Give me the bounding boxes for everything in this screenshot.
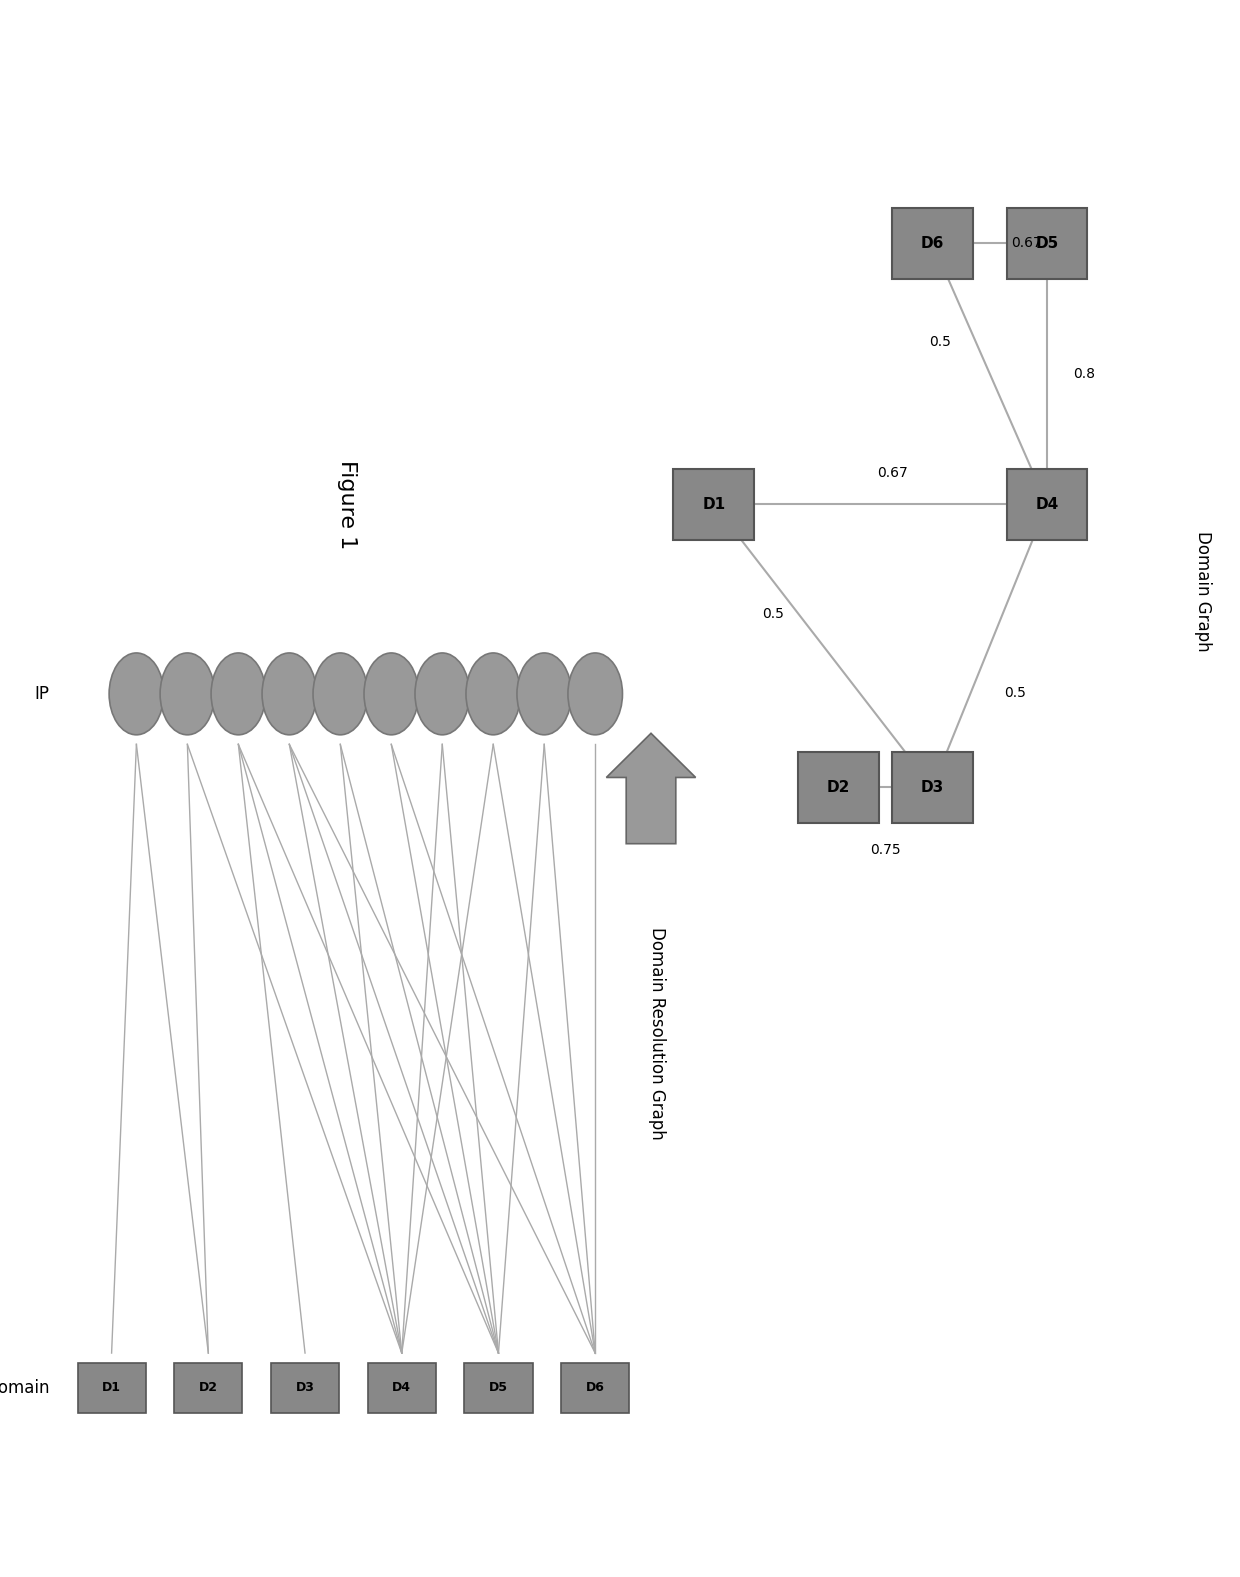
Text: D2: D2 <box>827 779 851 795</box>
Ellipse shape <box>312 653 367 735</box>
Text: D2: D2 <box>198 1381 218 1394</box>
FancyBboxPatch shape <box>464 1363 533 1413</box>
Ellipse shape <box>517 653 572 735</box>
Ellipse shape <box>568 653 622 735</box>
Ellipse shape <box>211 653 265 735</box>
FancyBboxPatch shape <box>560 1363 629 1413</box>
Text: D1: D1 <box>102 1381 122 1394</box>
Text: Domain Resolution Graph: Domain Resolution Graph <box>649 927 666 1139</box>
Text: D1: D1 <box>702 497 725 513</box>
Text: D4: D4 <box>1035 497 1059 513</box>
Ellipse shape <box>160 653 215 735</box>
Text: 0.67: 0.67 <box>878 465 908 479</box>
Polygon shape <box>606 733 696 844</box>
FancyBboxPatch shape <box>893 752 972 823</box>
Text: Domain: Domain <box>0 1378 50 1397</box>
Ellipse shape <box>109 653 164 735</box>
Text: D3: D3 <box>295 1381 315 1394</box>
Text: D6: D6 <box>585 1381 605 1394</box>
Text: D5: D5 <box>489 1381 508 1394</box>
Text: D6: D6 <box>921 235 944 251</box>
Text: D4: D4 <box>392 1381 412 1394</box>
Text: 0.5: 0.5 <box>1003 686 1025 700</box>
Text: Figure 1: Figure 1 <box>337 460 357 549</box>
Text: IP: IP <box>35 684 50 703</box>
Text: D3: D3 <box>921 779 944 795</box>
FancyBboxPatch shape <box>174 1363 242 1413</box>
Text: 0.75: 0.75 <box>870 844 901 858</box>
Text: D5: D5 <box>1035 235 1059 251</box>
Ellipse shape <box>365 653 419 735</box>
FancyBboxPatch shape <box>1007 208 1087 279</box>
FancyBboxPatch shape <box>367 1363 435 1413</box>
FancyBboxPatch shape <box>673 468 754 539</box>
FancyBboxPatch shape <box>77 1363 146 1413</box>
FancyBboxPatch shape <box>799 752 879 823</box>
Text: 0.8: 0.8 <box>1074 367 1095 380</box>
FancyBboxPatch shape <box>270 1363 340 1413</box>
Text: 0.5: 0.5 <box>763 607 785 621</box>
Text: Domain Graph: Domain Graph <box>1194 531 1211 651</box>
FancyBboxPatch shape <box>1007 468 1087 539</box>
Text: 0.67: 0.67 <box>1012 237 1043 251</box>
Ellipse shape <box>466 653 521 735</box>
Ellipse shape <box>262 653 316 735</box>
FancyBboxPatch shape <box>893 208 972 279</box>
Text: 0.5: 0.5 <box>929 336 951 349</box>
Ellipse shape <box>415 653 470 735</box>
